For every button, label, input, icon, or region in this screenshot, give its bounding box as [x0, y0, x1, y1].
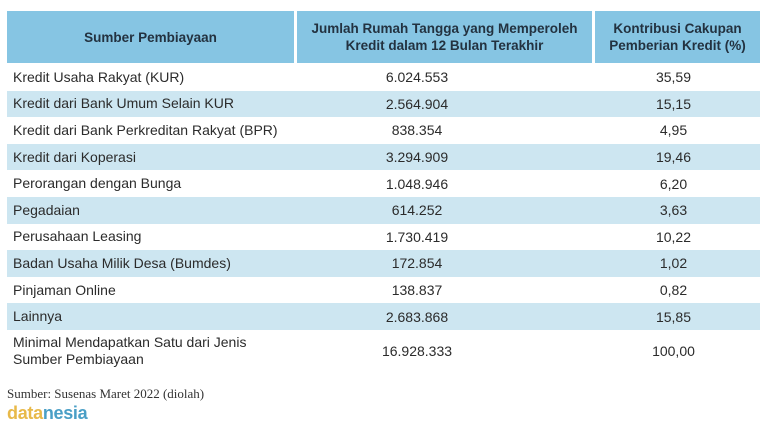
- cell-source: Kredit Usaha Rakyat (KUR): [13, 68, 185, 85]
- table-row: Kredit Usaha Rakyat (KUR) 6.024.553 35,5…: [7, 64, 760, 91]
- table-row: Perorangan dengan Bunga 1.048.946 6,20: [7, 170, 760, 197]
- table-row: Pinjaman Online 138.837 0,82: [7, 277, 760, 304]
- cell-source: Pinjaman Online: [13, 281, 116, 298]
- table-header: Sumber Pembiayaan Jumlah Rumah Tangga ya…: [7, 11, 760, 63]
- table-row: Badan Usaha Milik Desa (Bumdes) 172.854 …: [7, 250, 760, 277]
- datanesia-logo: datanesia: [7, 403, 88, 424]
- cell-percent: 100,00: [652, 342, 695, 359]
- header-contribution: Kontribusi Cakupan Pemberian Kredit (%): [595, 11, 760, 63]
- cell-households: 138.837: [391, 282, 443, 299]
- logo-part-data: data: [7, 403, 43, 423]
- cell-source: Pegadaian: [13, 201, 80, 218]
- table-body: Kredit Usaha Rakyat (KUR) 6.024.553 35,5…: [7, 64, 760, 372]
- logo-part-nesia: nesia: [42, 403, 88, 423]
- table-row: Kredit dari Bank Perkreditan Rakyat (BPR…: [7, 117, 760, 144]
- cell-percent: 35,59: [655, 69, 692, 86]
- cell-source: Lainnya: [13, 308, 63, 325]
- cell-source: Kredit dari Koperasi: [13, 148, 136, 165]
- cell-source: Badan Usaha Milik Desa (Bumdes): [13, 254, 231, 271]
- cell-percent: 4,95: [659, 122, 688, 139]
- cell-households: 838.354: [391, 122, 443, 139]
- cell-percent: 1,02: [659, 255, 688, 272]
- cell-percent: 0,82: [659, 282, 688, 299]
- cell-percent: 10,22: [655, 228, 692, 245]
- cell-households: 16.928.333: [381, 342, 453, 359]
- cell-percent: 19,46: [655, 149, 692, 166]
- cell-percent: 15,85: [655, 308, 692, 325]
- header-households-line-2: Kredit dalam 12 Bulan Terakhir: [345, 38, 544, 53]
- cell-source: Kredit dari Bank Umum Selain KUR: [13, 95, 234, 112]
- cell-households: 3.294.909: [385, 149, 449, 166]
- table-row: Kredit dari Koperasi 3.294.909 19,46: [7, 143, 760, 171]
- header-households-line-1: Jumlah Rumah Tangga yang Memperoleh: [311, 21, 578, 36]
- cell-households: 2.564.904: [385, 95, 449, 112]
- cell-households: 614.252: [391, 202, 443, 219]
- cell-source-line-2: Sumber Pembiayaan: [13, 350, 144, 367]
- header-source: Sumber Pembiayaan: [7, 11, 294, 63]
- cell-source: Kredit dari Bank Perkreditan Rakyat (BPR…: [13, 121, 278, 138]
- credit-source-table: Sumber Pembiayaan Jumlah Rumah Tangga ya…: [7, 11, 760, 372]
- cell-percent: 6,20: [659, 175, 688, 192]
- cell-households: 1.730.419: [385, 228, 449, 245]
- cell-percent: 15,15: [655, 95, 692, 112]
- cell-households: 6.024.553: [385, 69, 449, 86]
- table-row: Perusahaan Leasing 1.730.419 10,22: [7, 224, 760, 251]
- table-row: Lainnya 2.683.868 15,85: [7, 303, 760, 330]
- table-row: Kredit dari Bank Umum Selain KUR 2.564.9…: [7, 90, 760, 118]
- source-note: Sumber: Susenas Maret 2022 (diolah): [7, 386, 205, 401]
- cell-source: Minimal Mendapatkan Satu dari Jenis Sumb…: [7, 334, 297, 368]
- cell-source: Perorangan dengan Bunga: [13, 175, 182, 192]
- header-contribution-line-1: Kontribusi Cakupan: [613, 21, 742, 36]
- header-source-line: Sumber Pembiayaan: [84, 29, 217, 45]
- table-row-total: Minimal Mendapatkan Satu dari Jenis Sumb…: [7, 330, 760, 372]
- cell-source: Perusahaan Leasing: [13, 228, 142, 245]
- cell-households: 172.854: [391, 255, 443, 272]
- table-row: Pegadaian 614.252 3,63: [7, 196, 760, 224]
- cell-households: 1.048.946: [385, 175, 449, 192]
- header-households: Jumlah Rumah Tangga yang Memperoleh Kred…: [297, 11, 592, 63]
- header-contribution-line-2: Pemberian Kredit (%): [609, 38, 746, 53]
- cell-source-line-1: Minimal Mendapatkan Satu dari Jenis: [13, 333, 247, 350]
- cell-percent: 3,63: [659, 202, 688, 219]
- cell-households: 2.683.868: [385, 308, 449, 325]
